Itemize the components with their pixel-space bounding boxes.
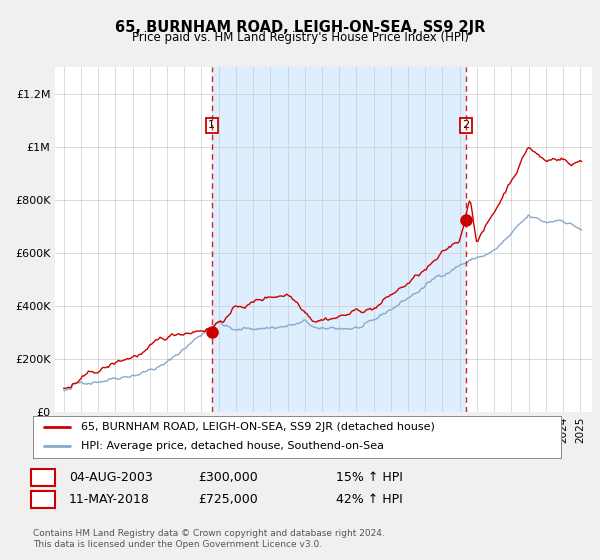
Text: 65, BURNHAM ROAD, LEIGH-ON-SEA, SS9 2JR (detached house): 65, BURNHAM ROAD, LEIGH-ON-SEA, SS9 2JR … <box>80 422 434 432</box>
Text: 11-MAY-2018: 11-MAY-2018 <box>69 493 150 506</box>
Text: 42% ↑ HPI: 42% ↑ HPI <box>336 493 403 506</box>
Text: Contains HM Land Registry data © Crown copyright and database right 2024.
This d: Contains HM Land Registry data © Crown c… <box>33 529 385 549</box>
Text: 15% ↑ HPI: 15% ↑ HPI <box>336 470 403 484</box>
Text: 1: 1 <box>38 470 47 484</box>
Text: 04-AUG-2003: 04-AUG-2003 <box>69 470 153 484</box>
Text: 2: 2 <box>38 493 47 506</box>
Text: £725,000: £725,000 <box>198 493 258 506</box>
Text: HPI: Average price, detached house, Southend-on-Sea: HPI: Average price, detached house, Sout… <box>80 441 383 451</box>
Text: 65, BURNHAM ROAD, LEIGH-ON-SEA, SS9 2JR: 65, BURNHAM ROAD, LEIGH-ON-SEA, SS9 2JR <box>115 20 485 35</box>
Text: £300,000: £300,000 <box>198 470 258 484</box>
Text: 2: 2 <box>463 120 469 130</box>
Text: 1: 1 <box>208 120 215 130</box>
Bar <box>212 67 466 412</box>
Text: Price paid vs. HM Land Registry's House Price Index (HPI): Price paid vs. HM Land Registry's House … <box>131 31 469 44</box>
